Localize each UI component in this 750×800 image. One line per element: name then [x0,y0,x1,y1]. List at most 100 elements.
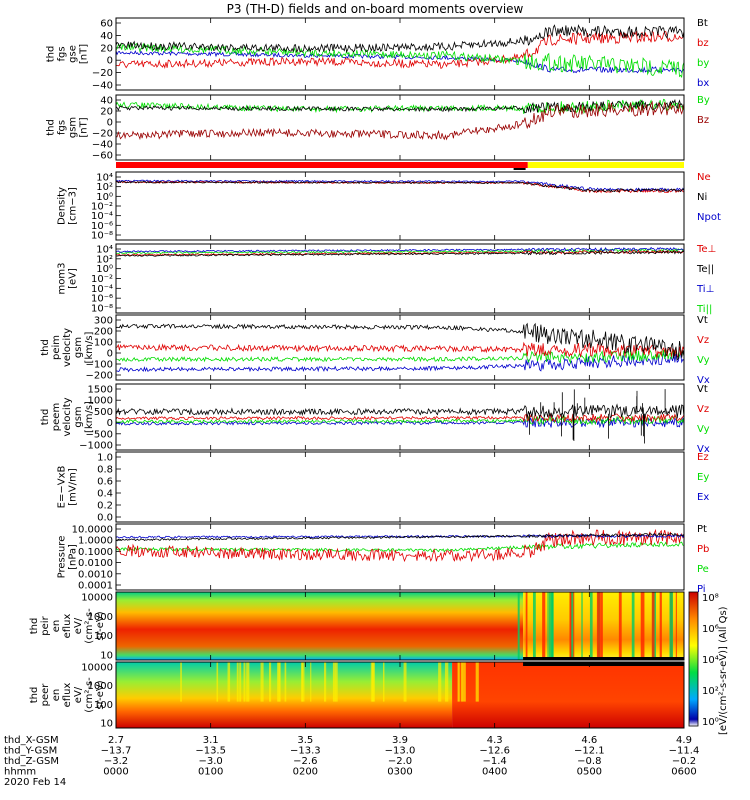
mode-bar-fast [116,162,528,168]
colorbar-tick-1: 10⁶ [702,624,719,635]
series-bz [116,30,684,70]
footer-tick-z-4: −1.4 [483,756,507,767]
spectrogram-stripe [444,662,449,702]
ytick-fgs_gsm-1: 20 [100,107,113,118]
footer-tick-y-3: −13.0 [385,746,416,757]
legend-vi-1: Vz [697,335,709,346]
ytick-peir-2: 100 [94,631,113,642]
frame-ef [115,451,685,523]
ytick-fgs_gse-0: 60 [100,19,113,30]
footer-tick-x-0: 2.7 [108,735,124,746]
series-Vt [116,322,684,361]
footer-tick-y-5: −12.1 [574,746,605,757]
spectrogram-stripe [180,662,182,702]
spectrogram-stripe [372,662,375,702]
panel-ef: E=−VxB [mV/m] 1.00.80.60.40.20.0 Ez Ey Ex [57,451,709,524]
series-By [116,98,684,115]
ylabel-peir-3: eflux [62,614,73,639]
footer-tick-y-1: −13.5 [195,746,226,757]
panel-pressure: Pressure [nPa]10.00001.00000.10000.01000.… [57,523,709,595]
ytick-fgs_gsm-5: −60 [92,151,113,162]
ytick-ef-0: 1.0 [97,453,113,464]
spectrogram-stripe [517,592,520,660]
legend-temp-0: Te⊥ [696,244,716,255]
spectrogram-band [523,662,684,666]
ytick-ef-4: 0.2 [97,501,113,512]
spectrogram-peir-early [116,592,524,660]
footer-tick-y-0: −13.7 [101,746,132,757]
ytick-vi-1: 200 [94,327,113,338]
ytick-fgs_gse-3: 0 [107,56,113,67]
spectrogram-stripe [284,662,287,702]
series-bx [116,50,684,74]
legend-ve-0: Vt [697,384,708,395]
legend-fgs_gsm-1: Bz [697,115,709,126]
ylabel-fgs_gsm-1: fgs [57,120,68,135]
ylabel-peer-1: peer [40,683,51,707]
spectrogram-stripe [640,592,645,660]
footer-tick-z-2: −2.6 [293,756,317,767]
ytick-fgs_gsm-2: 0 [107,118,113,129]
ytick-density-2: 10⁰ [96,192,113,203]
ylabel-peer-6: sr-eV) [95,680,106,709]
ylabel-fgs_gse-0: thd [46,46,57,63]
spectrogram-stripe [675,592,677,660]
footer-tick-t-6: 0600 [671,767,696,778]
spectrogram-stripe [596,592,601,660]
series-Bz [116,100,684,141]
legend-vi-3: Vx [697,375,710,386]
footer-tick-y-6: −11.4 [669,746,700,757]
series-Pt [116,532,684,542]
ylabel-fgs_gsm-2: gsm [68,117,79,138]
legend-ve-1: Vz [697,404,709,415]
legend-pressure-2: Pe [697,564,709,575]
spectrogram-stripe [227,662,231,702]
series-Ni [116,180,684,193]
series-Pe [116,541,684,553]
legend-temp-3: Ti|| [696,304,712,315]
spectrogram-stripe [571,592,574,660]
ytick-vi-3: 0 [107,349,113,360]
spectrogram-stripe [277,662,279,702]
ylabel-peer-4: eV/ [73,686,84,703]
ytick-pressure-5: 0.0001 [78,581,113,592]
spectrogram-stripe [569,592,572,660]
series-Vt-e-spikes [529,389,666,444]
ytick-peer-2: 100 [94,700,113,711]
footer-tick-x-6: 4.9 [676,735,692,746]
ylabel-density-0: Density [57,187,68,225]
ylabel-peir-6: sr-eV) [95,611,106,640]
legend-temp-2: Ti⊥ [696,284,714,295]
ytick-fgs_gsm-0: 40 [100,96,113,107]
spectrogram-stripe [659,592,662,660]
spectrogram-stripe [525,592,528,660]
spectrogram-stripe [403,662,407,702]
series-Pi [116,533,684,539]
ylabel-peer-2: en [51,689,62,702]
series-Vx-e [116,416,684,429]
ytick-ve-5: −1000 [79,441,113,452]
ytick-temp-2: 10⁰ [96,264,113,275]
spectrogram-stripe [572,592,575,660]
spectrogram-stripe [236,662,239,702]
ytick-fgs_gse-5: −40 [92,81,113,92]
panel-vi: thd peim velocity gsm [km/s] 3002001000−100−2… [40,314,710,386]
legend-fgs_gsm-0: By [697,95,710,106]
legend-ef-2: Ex [697,492,709,503]
ytick-vi-5: −200 [86,371,113,382]
legend-temp-1: Te|| [696,264,714,275]
plot-title: P3 (TH-D) fields and on-board moments ov… [227,2,524,16]
ytick-density-1: 10² [96,182,113,193]
footer-tick-t-5: 0500 [577,767,602,778]
spectrogram-baseline [523,657,684,660]
spectrogram-stripe [278,662,280,702]
footer-tick-t-1: 0100 [198,767,223,778]
panel-peer: thd peer en eflux eV/(cm²-s-sr-eV) 10000 1000 1… [29,661,685,730]
series-Pb [116,528,684,563]
ytick-density-4: 10⁻⁴ [91,211,113,222]
panel-ve: thd peem velocity gsm [km/s] 150010005000−500… [40,383,710,455]
legend-density-2: Npot [697,212,721,223]
